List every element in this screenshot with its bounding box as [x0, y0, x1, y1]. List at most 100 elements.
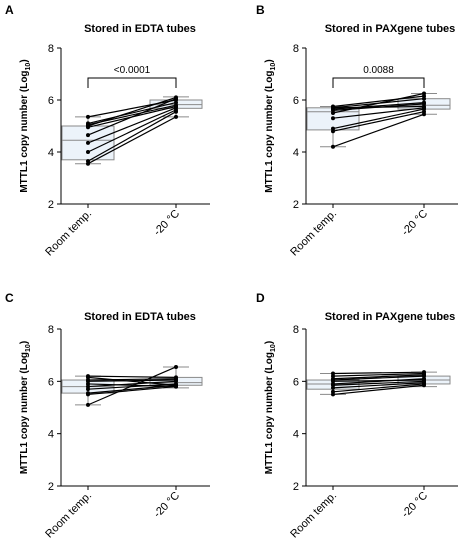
y-axis-label-close: ) [264, 341, 275, 344]
pair-line [87, 102, 177, 124]
pair-line [332, 113, 425, 148]
data-point [422, 100, 426, 105]
chart-title: Stored in PAXgene tubes [325, 311, 456, 323]
data-point [422, 378, 426, 383]
chart-title: Stored in PAXgene tubes [325, 23, 456, 35]
y-tick-label: 2 [293, 199, 299, 211]
pair-line [87, 378, 177, 381]
y-axis-label-close: ) [19, 341, 30, 344]
pair-line [332, 372, 425, 377]
data-point [86, 374, 90, 379]
pair-line [87, 99, 177, 118]
y-axis-label-main: MTTL1 copy number (Log [264, 352, 275, 474]
significance-label: 0.0088 [363, 65, 394, 76]
data-point [422, 370, 426, 375]
data-point [174, 383, 178, 388]
data-point [86, 159, 90, 164]
panel-label: B [256, 3, 265, 17]
significance-bracket [332, 77, 425, 88]
pair-line [87, 116, 177, 165]
data-point [86, 402, 90, 407]
data-point [86, 114, 90, 119]
data-point [174, 375, 178, 380]
pair-line [87, 375, 177, 379]
pair-line [332, 92, 425, 114]
pair-line [87, 107, 177, 144]
pair-line [87, 96, 177, 127]
pair-line [87, 109, 177, 153]
y-tick-label: 2 [48, 481, 54, 493]
y-tick-label: 2 [48, 199, 54, 211]
y-tick-label: 6 [48, 95, 54, 107]
pair-line [332, 378, 425, 385]
data-point [174, 364, 178, 369]
chart-panel-a: A Stored in EDTA tubes 2 4 6 8 MTTL1 copy numb… [5, 3, 210, 258]
data-point [331, 105, 335, 110]
y-axis-label-close: ) [19, 59, 30, 62]
x-tick-label: Room temp. [43, 490, 94, 541]
pair-line [87, 376, 177, 386]
panel-label: C [5, 291, 14, 305]
data-point [331, 126, 335, 131]
y-axis-label-subscript: 10 [270, 344, 277, 352]
chart-panel-d: D Stored in PAXgene tubes 2 4 6 8 MTTL1 copy n… [256, 291, 458, 540]
data-point [331, 116, 335, 121]
pair-line [87, 379, 177, 382]
x-tick-label: Room temp. [288, 490, 339, 541]
y-axis-label-subscript: 10 [25, 344, 32, 352]
y-axis-label: MTTL1 copy number (Log10) [264, 341, 277, 474]
x-tick-label: -20 °C [151, 490, 182, 521]
x-tick-label: -20 °C [399, 208, 430, 239]
data-point [86, 391, 90, 396]
pair-line [332, 108, 425, 130]
data-point [331, 144, 335, 149]
pair-line [332, 371, 425, 375]
data-point [86, 133, 90, 138]
x-tick-label: -20 °C [399, 490, 430, 521]
y-axis-label-close: ) [264, 59, 275, 62]
significance-label: <0.0001 [114, 65, 151, 76]
y-tick-label: 4 [293, 147, 299, 159]
y-axis-label: MTTL1 copy number (Log10) [19, 59, 32, 192]
y-tick-label: 8 [293, 43, 299, 55]
y-axis-label: MTTL1 copy number (Log10) [19, 341, 32, 474]
y-axis-label-main: MTTL1 copy number (Log [19, 352, 30, 474]
pair-line [332, 375, 425, 381]
significance-bracket [87, 77, 177, 88]
pair-line [332, 384, 425, 396]
data-point [422, 91, 426, 96]
y-tick-label: 8 [48, 324, 54, 336]
y-axis-label: MTTL1 copy number (Log10) [264, 59, 277, 192]
data-point [86, 140, 90, 145]
pair-line [87, 98, 177, 136]
chart-title: Stored in EDTA tubes [84, 23, 196, 35]
y-tick-label: 8 [293, 324, 299, 336]
y-tick-label: 8 [48, 43, 54, 55]
pair-line [332, 95, 425, 108]
y-tick-label: 4 [48, 429, 54, 441]
pair-line [87, 366, 177, 406]
y-axis-label-subscript: 10 [270, 63, 277, 71]
data-point [174, 114, 178, 119]
pair-line [87, 383, 177, 390]
pair-line [87, 385, 177, 396]
data-point [422, 104, 426, 109]
pair-line [332, 383, 425, 393]
y-axis-label-main: MTTL1 copy number (Log [264, 70, 275, 192]
chart-panel-b: B Stored in PAXgene tubes 2 4 6 8 MTTL1 copy n… [256, 3, 458, 258]
y-tick-label: 2 [293, 481, 299, 493]
pair-line [332, 107, 425, 119]
y-axis-label-subscript: 10 [25, 63, 32, 71]
y-tick-label: 6 [293, 376, 299, 388]
pair-line [87, 383, 177, 388]
y-tick-label: 6 [293, 95, 299, 107]
pair-line [332, 380, 425, 386]
x-tick-label: Room temp. [43, 208, 94, 259]
y-axis-label-main: MTTL1 copy number (Log [19, 70, 30, 192]
chart-panel-c: C Stored in EDTA tubes 2 4 6 8 MTTL1 copy numb… [5, 291, 210, 540]
pair-line [332, 374, 425, 380]
data-point [331, 371, 335, 376]
data-point [331, 111, 335, 115]
